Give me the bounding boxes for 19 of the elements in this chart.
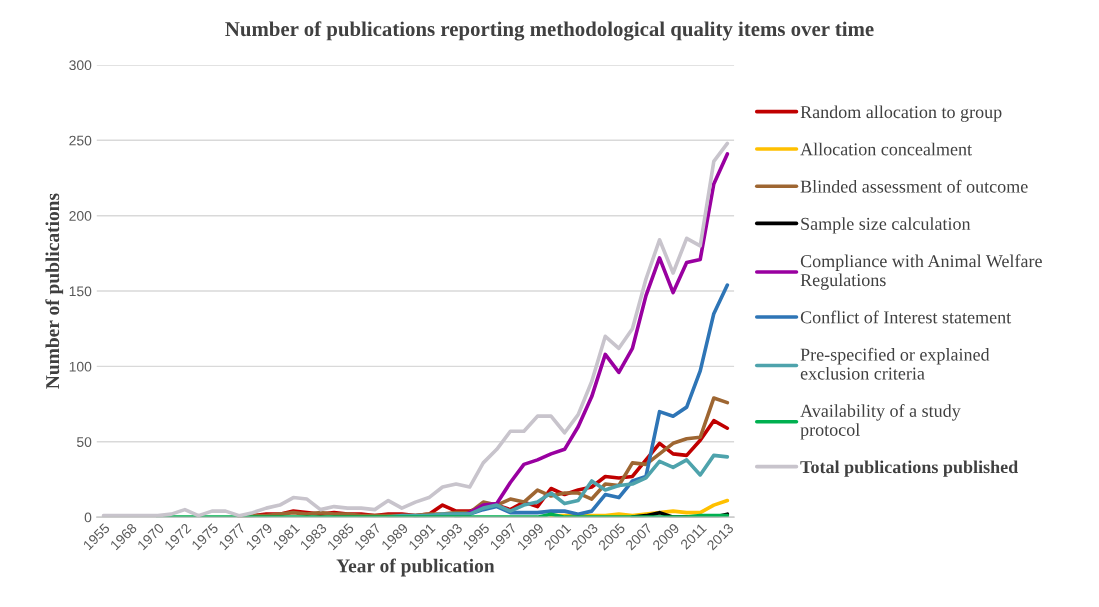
y-axis-title: Number of publications: [45, 193, 64, 389]
legend-label: Conflict of Interest statement: [800, 310, 1012, 324]
y-tick-label: 50: [76, 437, 92, 447]
chart-title: Number of publications reporting methodological quality items over time: [225, 21, 874, 41]
legend-label: Allocation concealment: [800, 142, 972, 156]
y-tick-label: 0: [84, 512, 92, 523]
legend-label: Compliance with Animal Welfare Regulations: [800, 254, 1042, 290]
legend-label: Pre-specified or explained exclusion criteria: [800, 347, 990, 380]
y-tick-label: 100: [69, 361, 92, 372]
x-axis-title: Year of publication: [336, 558, 495, 577]
legend-label: Random allocation to group: [800, 105, 1002, 122]
legend-label: Total publications published: [800, 460, 1018, 477]
y-tick-label: 300: [69, 60, 92, 71]
y-tick-label: 250: [69, 135, 92, 146]
legend-label: Blinded assessment of outcome: [800, 179, 1028, 193]
legend-label: Sample size calculation: [801, 217, 971, 234]
legend-label: Availability of a study protocol: [800, 404, 961, 440]
y-tick-label: 150: [69, 286, 92, 297]
y-tick-label: 200: [69, 211, 92, 221]
